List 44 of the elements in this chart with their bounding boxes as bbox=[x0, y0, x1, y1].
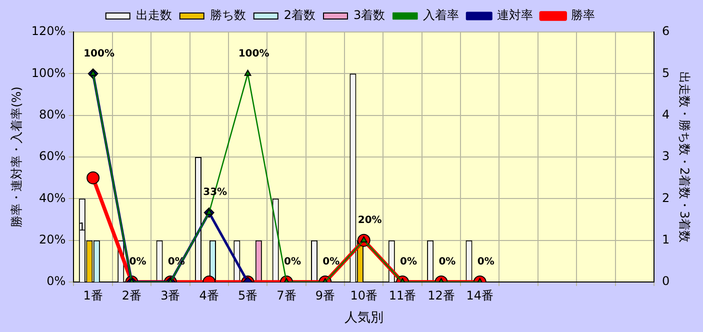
data-label: 100% bbox=[84, 48, 114, 60]
legend-label: 入着率 bbox=[423, 8, 460, 22]
data-label: 0% bbox=[129, 256, 146, 268]
y2-tick-label: 3 bbox=[662, 149, 670, 164]
data-label: 0% bbox=[284, 256, 301, 268]
y-tick-label: 40% bbox=[39, 190, 66, 205]
x-axis-title: 人気別 bbox=[344, 310, 384, 326]
y-tick-label: 20% bbox=[39, 232, 66, 246]
y2-tick-label: 0 bbox=[662, 274, 670, 288]
y2-tick-label: 6 bbox=[662, 24, 670, 38]
x-tick-label: 2番 bbox=[122, 288, 142, 302]
x-tick-label: 1番 bbox=[83, 288, 103, 302]
y-tick-label: 100% bbox=[31, 66, 66, 80]
y-tick-label: 80% bbox=[39, 107, 66, 122]
x-tick-label: 3番 bbox=[160, 288, 180, 302]
y-axis-title: 勝率・連対率・入着率(%) bbox=[9, 86, 24, 228]
y-tick-label: 120% bbox=[31, 24, 66, 38]
y-tick-label: 60% bbox=[39, 149, 66, 164]
y2-tick-label: 2 bbox=[662, 190, 670, 205]
data-label: 20% bbox=[358, 214, 382, 226]
x-tick-label: 14番 bbox=[466, 288, 494, 302]
x-tick-label: 12番 bbox=[428, 288, 455, 302]
data-label: 0% bbox=[400, 256, 418, 268]
y2-tick-label: 5 bbox=[662, 66, 670, 80]
data-label: 0% bbox=[322, 256, 340, 268]
y2-tick-label: 4 bbox=[662, 107, 670, 122]
data-label: 0% bbox=[477, 256, 494, 268]
y2-axis-title: 出走数・勝ち数・2着数・3着数 bbox=[678, 71, 692, 243]
legend-label: 2着数 bbox=[284, 8, 316, 22]
legend-label: 勝率 bbox=[571, 8, 596, 22]
x-tick-label: 4番 bbox=[199, 288, 219, 302]
x-tick-label: 7番 bbox=[276, 288, 296, 302]
x-tick-label: 5番 bbox=[238, 288, 258, 302]
legend-label: 連対率 bbox=[497, 8, 534, 22]
legend-label: 3着数 bbox=[354, 8, 386, 22]
y2-tick-label: 1 bbox=[662, 232, 670, 246]
y-tick-label: 0% bbox=[46, 274, 66, 288]
data-label: 100% bbox=[238, 48, 270, 60]
x-tick-label: 11番 bbox=[388, 288, 416, 302]
legend-label: 勝ち数 bbox=[210, 8, 246, 22]
data-label: 0% bbox=[438, 256, 456, 268]
x-tick-label: 9番 bbox=[315, 288, 335, 302]
x-tick-label: 10番 bbox=[350, 288, 378, 302]
legend-label: 出走数 bbox=[136, 8, 172, 22]
